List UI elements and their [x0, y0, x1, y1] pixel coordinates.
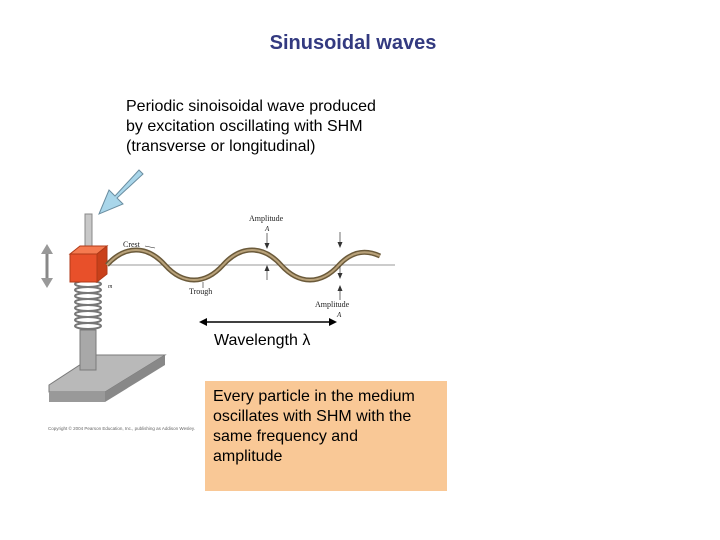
slide-title: Sinusoidal waves — [269, 32, 437, 54]
note-box: Every particle in the medium oscillates … — [205, 381, 447, 491]
crest-label: Crest — [123, 240, 141, 249]
spring-icon — [74, 280, 102, 330]
amplitude-top-arrow-icon — [264, 233, 270, 280]
oscillation-arrow-icon — [41, 244, 53, 288]
crest-pointer — [144, 245, 156, 249]
description-line: (transverse or longitudinal) — [126, 138, 316, 155]
amplitude-top-label: Amplitude — [249, 214, 284, 223]
amplitude-bottom-label: Amplitude — [315, 300, 350, 309]
wave-diagram: Crest Trough m Amplitude A Amplitude A — [41, 213, 395, 402]
note-line: oscillates with SHM with the — [213, 408, 412, 425]
stand-base — [48, 329, 167, 402]
copyright-text: Copyright © 2004 Pearson Education, Inc.… — [48, 426, 195, 431]
note-line: same frequency and — [213, 428, 358, 445]
pointer-arrow-icon — [98, 169, 144, 215]
description-text: Periodic sinoisoidal wave produced by ex… — [126, 97, 426, 157]
mass-label: m — [108, 284, 113, 290]
description-line: by excitation oscillating with SHM — [126, 118, 363, 135]
note-line: Every particle in the medium — [213, 388, 415, 405]
note-line: amplitude — [213, 448, 283, 465]
amplitude-bottom-symbol: A — [336, 311, 342, 319]
wavelength-arrow-icon — [199, 318, 337, 326]
amplitude-bottom-arrow-icon — [337, 266, 343, 300]
amplitude-top-symbol: A — [264, 225, 270, 233]
wavelength-label: Wavelength λ — [214, 332, 311, 349]
right-upper-arrow-icon — [337, 232, 343, 248]
oscillator-block — [68, 244, 109, 284]
description-line: Periodic sinoisoidal wave produced — [126, 98, 376, 115]
trough-label: Trough — [189, 287, 212, 296]
wave-rope-highlight — [106, 249, 381, 281]
